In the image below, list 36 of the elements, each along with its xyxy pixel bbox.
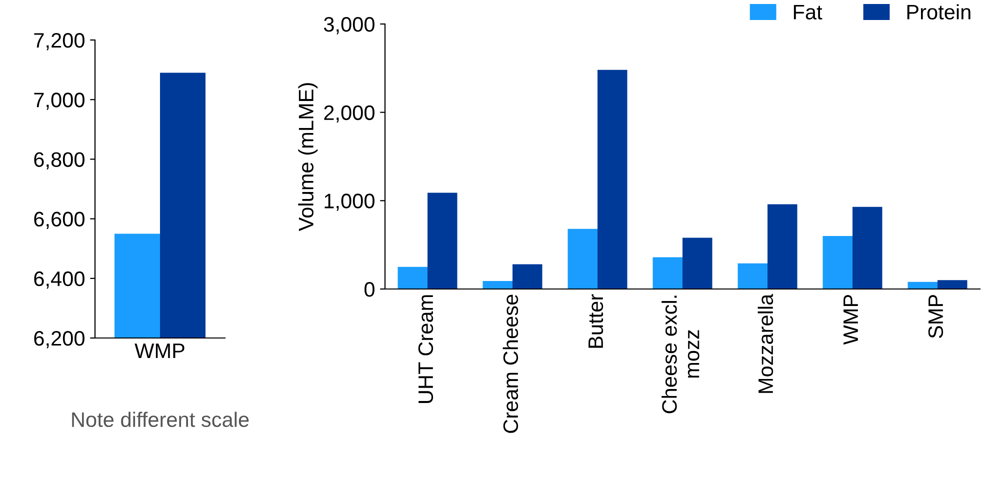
y-tick-label: 6,600 xyxy=(34,212,84,230)
bar xyxy=(852,206,882,289)
bar xyxy=(768,204,798,289)
x-tick-label: Butter xyxy=(588,294,604,348)
y-tick-label: 6,800 xyxy=(34,152,84,170)
y-tick-label: 3,000 xyxy=(324,17,374,34)
x-tick-label: SMP xyxy=(928,294,944,338)
y-tick-label: 7,000 xyxy=(34,92,84,110)
y-tick-label: 1,000 xyxy=(324,194,374,211)
bar xyxy=(822,236,852,289)
x-tick-label: Cheese excl. mozz xyxy=(662,296,700,414)
bar xyxy=(568,228,598,289)
bar xyxy=(398,266,428,289)
bar xyxy=(682,238,712,289)
bar xyxy=(908,282,938,289)
text: Note different scale xyxy=(72,412,249,428)
bar xyxy=(938,280,968,289)
x-tick-label: UHT Cream xyxy=(418,295,434,403)
x-tick-label: WMP xyxy=(844,294,858,345)
y-tick-label: 6,400 xyxy=(34,271,84,289)
y-tick-label: 7,200 xyxy=(34,33,84,50)
bar xyxy=(428,192,458,289)
legend-label: Protein xyxy=(907,4,970,20)
y-tick-label: 0 xyxy=(364,282,374,297)
y-tick-label: 6,200 xyxy=(34,331,84,348)
x-tick-label: Cream Cheese xyxy=(502,294,518,433)
bar xyxy=(738,263,768,289)
legend-label: Fat xyxy=(794,4,822,20)
x-tick-label: Mozzarella xyxy=(758,294,774,393)
x-tick-label: WMP xyxy=(134,344,184,358)
bar xyxy=(598,70,628,289)
bar xyxy=(652,257,682,289)
y-tick-label: 2,000 xyxy=(324,105,374,123)
bar xyxy=(482,281,512,289)
y-axis-title: Volume (mLME) xyxy=(298,83,318,232)
bar xyxy=(512,264,542,289)
